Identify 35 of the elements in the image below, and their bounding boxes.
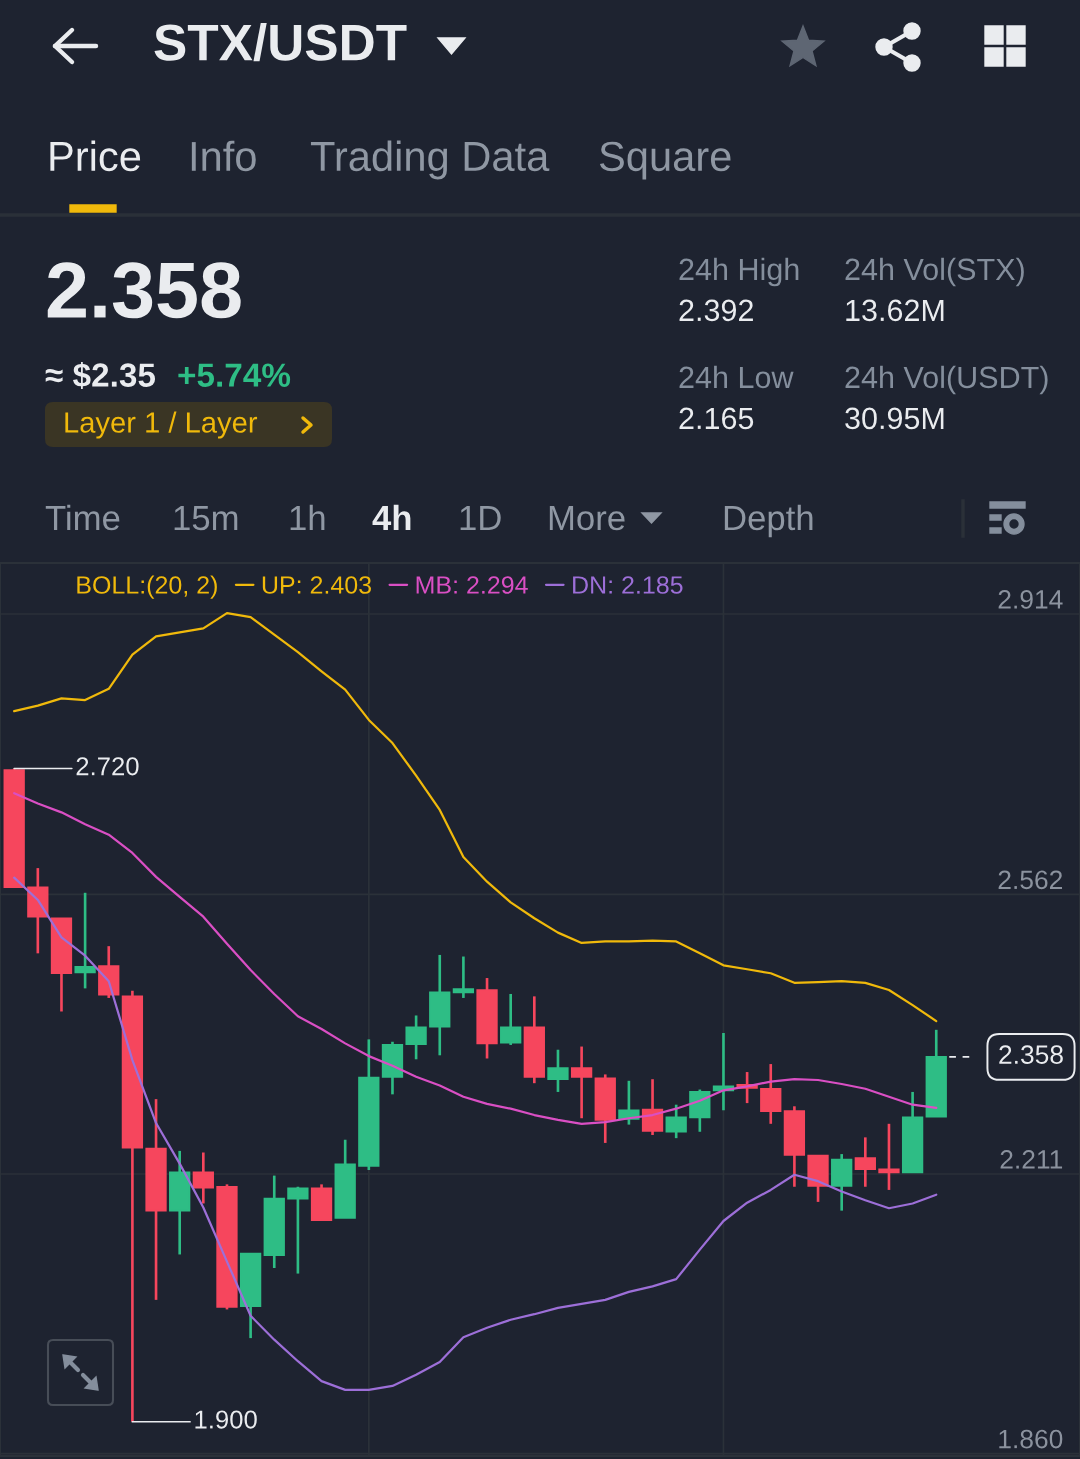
text: Depth [724, 504, 813, 538]
annotation: 2.720 [76, 757, 139, 776]
text: Info [191, 140, 256, 172]
text: 24h Vol(USDT) [845, 365, 1048, 395]
legend-label: UP: 2.403 [262, 576, 371, 594]
text: 30.95M [845, 407, 944, 430]
text: 24h Low [679, 365, 794, 389]
text: Price [50, 140, 141, 172]
text: ≈ $2.35 [45, 361, 156, 390]
text: More [549, 506, 625, 531]
text: 2.358 [47, 262, 241, 319]
text: Time [45, 504, 120, 531]
text: STX/USDT [154, 23, 407, 62]
legend-label: MB: 2.294 [416, 576, 528, 594]
y-tick-label: 2.211 [1000, 1150, 1063, 1169]
text: 15m [174, 506, 238, 531]
y-tick-label: 2.562 [998, 870, 1063, 890]
text: 4h [372, 504, 411, 530]
text: 1D [460, 506, 501, 530]
text: Trading Data [310, 140, 550, 180]
text: 2.392 [679, 299, 753, 322]
legend-label: DN: 2.185 [573, 576, 683, 594]
text: Layer 1 / Layer [65, 411, 258, 439]
y-tick-label: 2.914 [998, 590, 1063, 609]
text: 1h [290, 504, 325, 530]
y-tick-label: 1.860 [999, 1429, 1063, 1449]
text: 2.165 [679, 407, 754, 430]
text: +5.74% [178, 363, 291, 387]
text: 24h High [679, 257, 799, 287]
text: 24h Vol(STX) [845, 257, 1024, 287]
legend-title: BOLL:(20, 2) [77, 575, 217, 599]
text: 13.62M [846, 299, 944, 322]
ref-line-label: 2.358 [999, 1045, 1063, 1064]
annotation: 1.900 [195, 1410, 257, 1429]
text: Square [599, 141, 731, 180]
